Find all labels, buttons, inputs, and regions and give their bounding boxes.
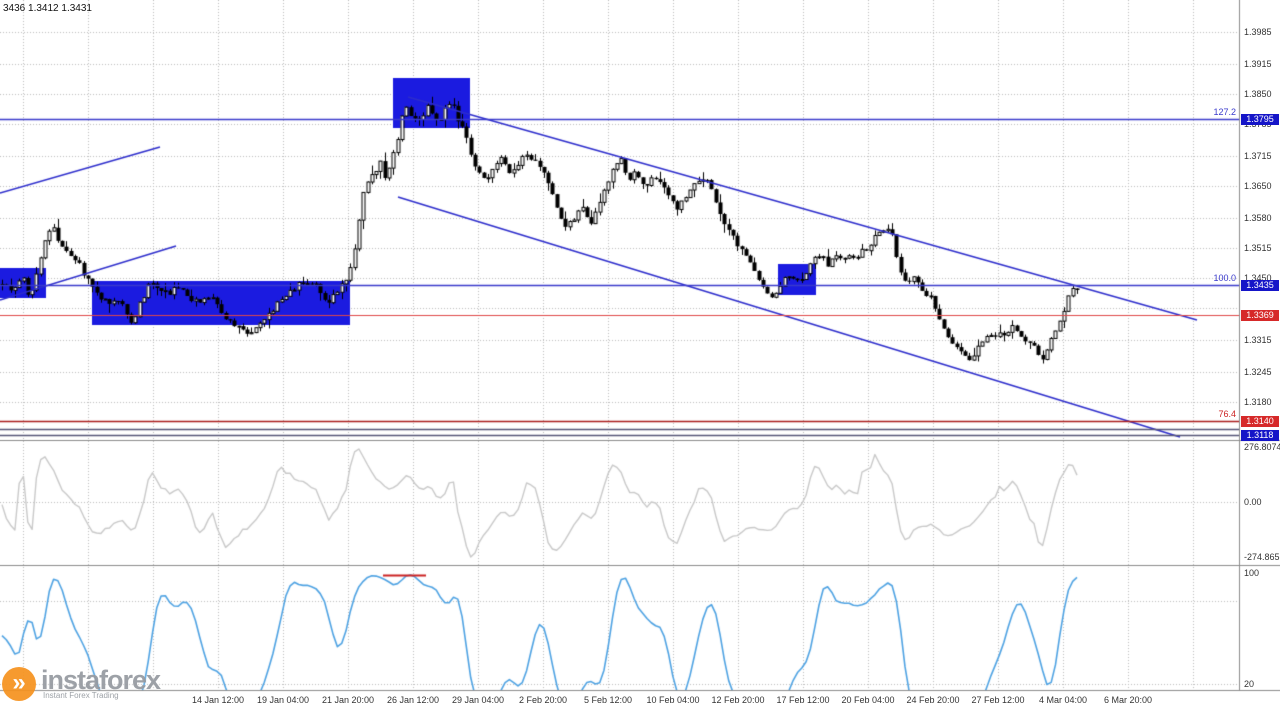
brand-name: instaforex bbox=[41, 665, 161, 695]
instaforex-logo: » instaforex Instant Forex Trading bbox=[2, 665, 161, 701]
time-axis[interactable] bbox=[0, 691, 1280, 711]
chevrons-glyph: » bbox=[12, 668, 26, 696]
price-axis[interactable] bbox=[1240, 0, 1280, 690]
ohlc-readout: 3436 1.3412 1.3431 bbox=[3, 3, 92, 14]
instaforex-logo-icon: » bbox=[2, 667, 36, 701]
logo-texts: instaforex Instant Forex Trading bbox=[41, 665, 161, 701]
brand-tagline: Instant Forex Trading bbox=[43, 691, 119, 700]
